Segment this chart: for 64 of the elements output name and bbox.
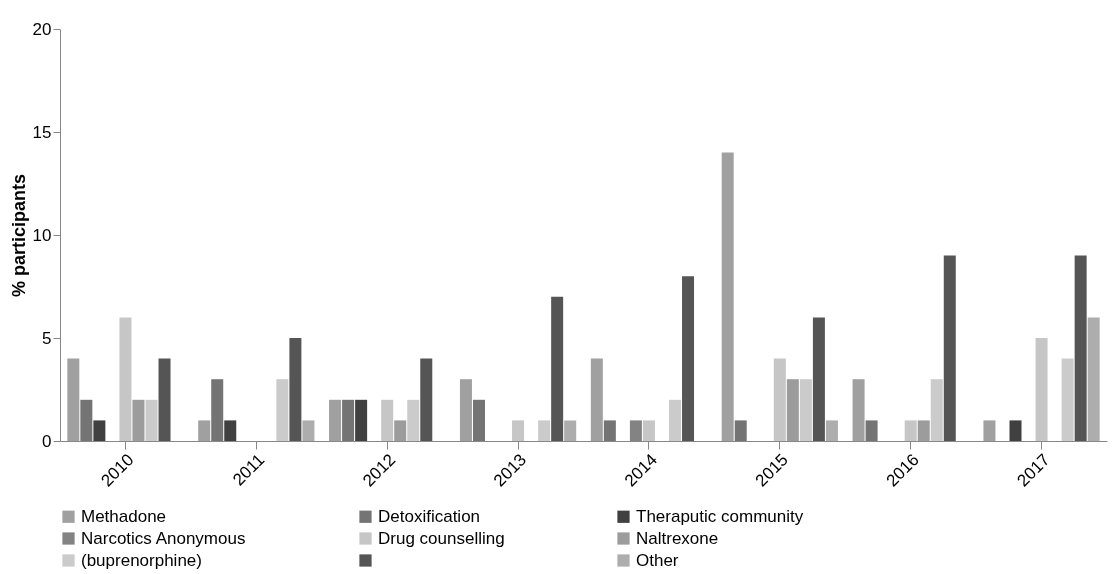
bar bbox=[734, 420, 747, 441]
bar bbox=[943, 255, 956, 441]
bar bbox=[302, 420, 315, 441]
bar bbox=[551, 296, 564, 441]
bar bbox=[812, 317, 825, 441]
bar bbox=[145, 399, 158, 441]
bar bbox=[1009, 420, 1022, 441]
legend-label: Naltrexone bbox=[636, 528, 719, 548]
bar bbox=[1074, 255, 1087, 441]
y-tick-label: 15 bbox=[32, 122, 52, 142]
bar bbox=[786, 379, 799, 441]
bar bbox=[682, 276, 695, 441]
bar bbox=[119, 317, 132, 441]
bar bbox=[825, 420, 838, 441]
bar bbox=[512, 420, 525, 441]
legend-label: Other bbox=[636, 550, 679, 570]
bar bbox=[983, 420, 996, 441]
bar bbox=[329, 399, 342, 441]
bar bbox=[1087, 317, 1100, 441]
y-tick-label: 10 bbox=[32, 225, 52, 245]
bar bbox=[407, 399, 420, 441]
bar bbox=[669, 399, 681, 441]
bar bbox=[394, 420, 407, 441]
bar bbox=[355, 399, 368, 441]
bar bbox=[1061, 358, 1074, 441]
bar bbox=[472, 399, 485, 441]
bar bbox=[80, 399, 93, 441]
bar bbox=[158, 358, 171, 441]
bar bbox=[721, 152, 734, 441]
bar bbox=[289, 338, 302, 441]
bar bbox=[852, 379, 865, 441]
legend-label: (buprenorphine) bbox=[81, 550, 202, 570]
legend-label: Drug counselling bbox=[378, 528, 505, 548]
legend-label: Narcotics Anonymous bbox=[81, 528, 246, 548]
legend-label: Theraputic community bbox=[636, 506, 804, 526]
bar bbox=[538, 420, 551, 441]
bar bbox=[459, 379, 472, 441]
bar bbox=[930, 379, 943, 441]
bar bbox=[93, 420, 106, 441]
bar bbox=[132, 399, 145, 441]
y-tick-label: 0 bbox=[42, 431, 52, 451]
legend-label: Detoxification bbox=[378, 506, 481, 526]
bar bbox=[799, 379, 812, 441]
y-tick-label: 20 bbox=[32, 19, 52, 39]
bar bbox=[590, 358, 603, 441]
bar bbox=[276, 379, 289, 441]
bar bbox=[564, 420, 577, 441]
bar bbox=[224, 420, 237, 441]
bar bbox=[865, 420, 878, 441]
legend-label: Methadone bbox=[81, 506, 167, 526]
bar bbox=[642, 420, 655, 441]
y-axis-title: % participants bbox=[8, 173, 29, 298]
bar bbox=[67, 358, 80, 441]
bar bbox=[211, 379, 224, 441]
bar bbox=[773, 358, 786, 441]
bar bbox=[198, 420, 211, 441]
bar bbox=[603, 420, 616, 441]
bar bbox=[420, 358, 433, 441]
y-tick-label: 5 bbox=[42, 328, 52, 348]
bar bbox=[1035, 338, 1048, 441]
bar bbox=[381, 399, 394, 441]
bar bbox=[917, 420, 930, 441]
bar bbox=[904, 420, 917, 441]
bar bbox=[342, 399, 355, 441]
